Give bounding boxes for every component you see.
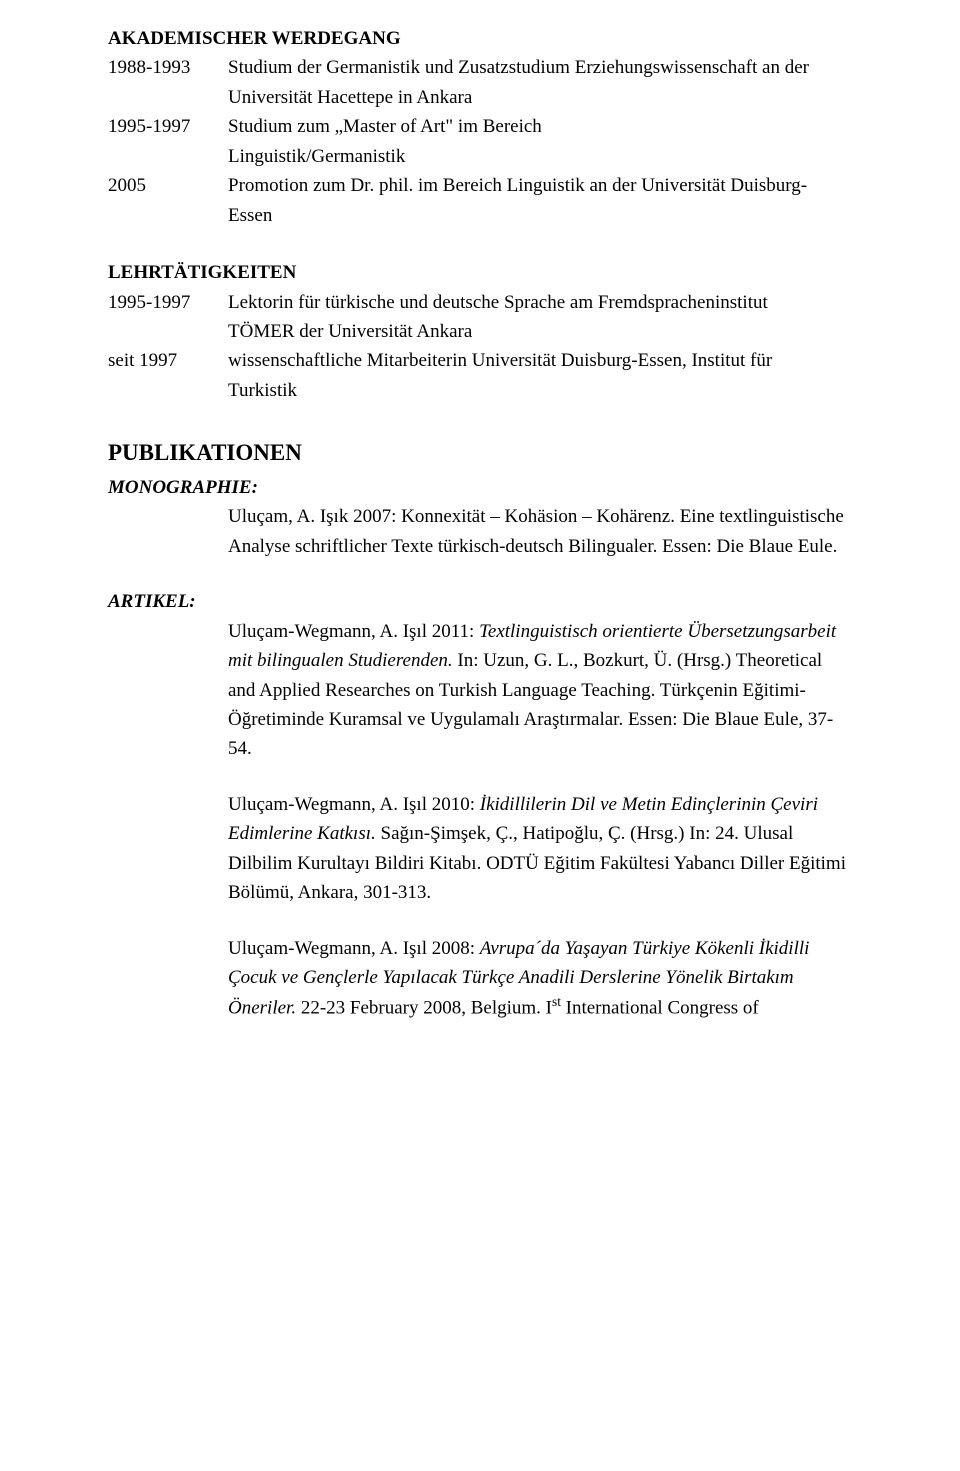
lehr-row-2b: Turkistik [108, 376, 852, 405]
year-range: seit 1997 [108, 346, 228, 375]
author-year: Uluçam-Wegmann, A. Işıl 2010: [228, 794, 480, 815]
description: Studium der Germanistik und Zusatzstudiu… [228, 53, 852, 82]
page: AKADEMISCHER WERDEGANG 1988-1993 Studium… [0, 0, 960, 1471]
line: Turkistik [228, 380, 297, 401]
line: Studium zum „Master of Art" im Bereich [228, 116, 542, 137]
heading-akademischer-werdegang: AKADEMISCHER WERDEGANG [108, 24, 852, 53]
description: wissenschaftliche Mitarbeiterin Universi… [228, 346, 852, 375]
line: TÖMER der Universität Ankara [228, 321, 472, 342]
heading-publikationen: PUBLIKATIONEN [108, 435, 852, 471]
author-year: Uluçam-Wegmann, A. Işıl 2008: [228, 938, 480, 959]
subheading-monographie: MONOGRAPHIE: [108, 473, 852, 502]
year-range: 1995-1997 [108, 288, 228, 317]
description: Turkistik [228, 376, 852, 405]
akad-row-3b: Essen [108, 201, 852, 230]
line: Universität Hacettepe in Ankara [228, 87, 472, 108]
artikel-entry-3: Uluçam-Wegmann, A. Işıl 2008: Avrupa´da … [228, 934, 852, 1024]
akad-row-2b: Linguistik/Germanistik [108, 142, 852, 171]
line: Promotion zum Dr. phil. im Bereich Lingu… [228, 175, 807, 196]
description: Universität Hacettepe in Ankara [228, 83, 852, 112]
rest2: International Congress of [561, 998, 759, 1019]
line: Essen [228, 205, 272, 226]
superscript: st [552, 994, 561, 1009]
artikel-entry-2: Uluçam-Wegmann, A. Işıl 2010: İkidillile… [228, 790, 852, 908]
year: 2005 [108, 171, 228, 200]
author-year: Uluçam-Wegmann, A. Işıl 2011: [228, 621, 479, 642]
description: Essen [228, 201, 852, 230]
akad-row-3: 2005 Promotion zum Dr. phil. im Bereich … [108, 171, 852, 200]
description: Linguistik/Germanistik [228, 142, 852, 171]
lehr-row-1b: TÖMER der Universität Ankara [108, 317, 852, 346]
akad-row-1b: Universität Hacettepe in Ankara [108, 83, 852, 112]
description: TÖMER der Universität Ankara [228, 317, 852, 346]
lehr-row-1: 1995-1997 Lektorin für türkische und deu… [108, 288, 852, 317]
year-range: 1995-1997 [108, 112, 228, 141]
description: Studium zum „Master of Art" im Bereich [228, 112, 852, 141]
rest: 22-23 February 2008, Belgium. I [296, 998, 552, 1019]
akad-row-1: 1988-1993 Studium der Germanistik und Zu… [108, 53, 852, 82]
description: Promotion zum Dr. phil. im Bereich Lingu… [228, 171, 852, 200]
line: Studium der Germanistik und Zusatzstudiu… [228, 57, 809, 78]
heading-lehrtaetigkeiten: LEHRTÄTIGKEITEN [108, 258, 852, 287]
monographie-entry: Uluçam, A. Işık 2007: Konnexität – Kohäs… [228, 502, 852, 561]
year-range: 1988-1993 [108, 53, 228, 82]
line: Linguistik/Germanistik [228, 146, 405, 167]
lehr-row-2: seit 1997 wissenschaftliche Mitarbeiteri… [108, 346, 852, 375]
akad-row-2: 1995-1997 Studium zum „Master of Art" im… [108, 112, 852, 141]
text: Uluçam, A. Işık 2007: Konnexität – Kohäs… [228, 506, 844, 556]
line: wissenschaftliche Mitarbeiterin Universi… [228, 350, 772, 371]
subheading-artikel: ARTIKEL: [108, 587, 852, 616]
description: Lektorin für türkische und deutsche Spra… [228, 288, 852, 317]
line: Lektorin für türkische und deutsche Spra… [228, 292, 768, 313]
artikel-entry-1: Uluçam-Wegmann, A. Işıl 2011: Textlingui… [228, 617, 852, 764]
